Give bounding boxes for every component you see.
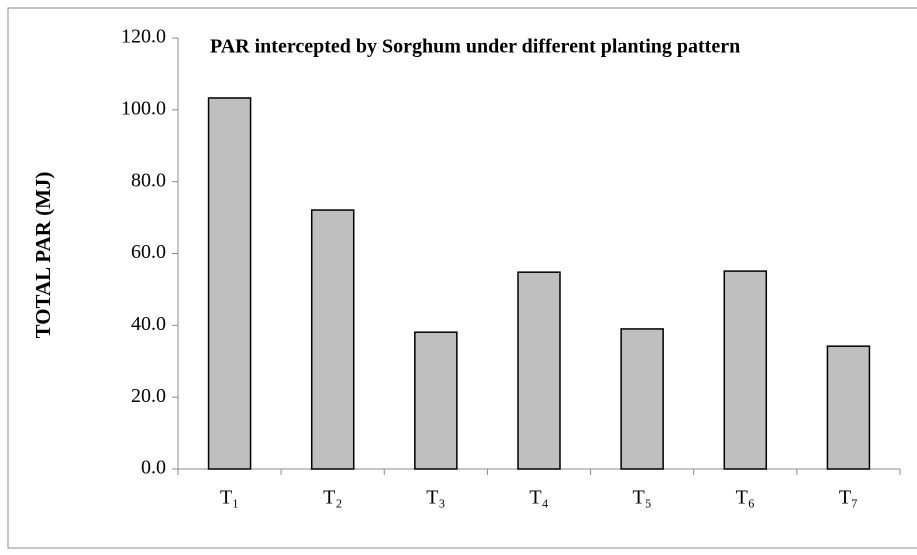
y-tick-label: 20.0 (131, 385, 166, 407)
x-tick-label: T₄ (529, 487, 548, 509)
bar (517, 271, 561, 470)
y-tick-label: 100.0 (121, 97, 166, 119)
y-tick-label: 60.0 (131, 241, 166, 263)
chart-title: PAR intercepted by Sorghum under differe… (210, 36, 740, 58)
x-tick-label: T₂ (323, 487, 342, 509)
bar (207, 97, 252, 470)
bar (826, 345, 871, 470)
y-tick-label: 40.0 (131, 313, 166, 335)
y-axis-label: TOTAL PAR (MJ) (31, 172, 55, 339)
bar (414, 331, 458, 470)
y-tick-label: 80.0 (131, 169, 166, 191)
bar (723, 270, 768, 470)
y-tick-label: 120.0 (121, 26, 166, 48)
x-tick-label: T₁ (220, 487, 239, 509)
x-tick-label: T₅ (633, 487, 652, 509)
y-tick-label: 0.0 (141, 457, 166, 479)
x-tick-label: T₆ (736, 487, 755, 509)
bar (310, 209, 355, 470)
bar (620, 328, 664, 470)
x-tick-label: T₃ (426, 487, 445, 509)
x-tick-label: T₇ (839, 487, 858, 509)
